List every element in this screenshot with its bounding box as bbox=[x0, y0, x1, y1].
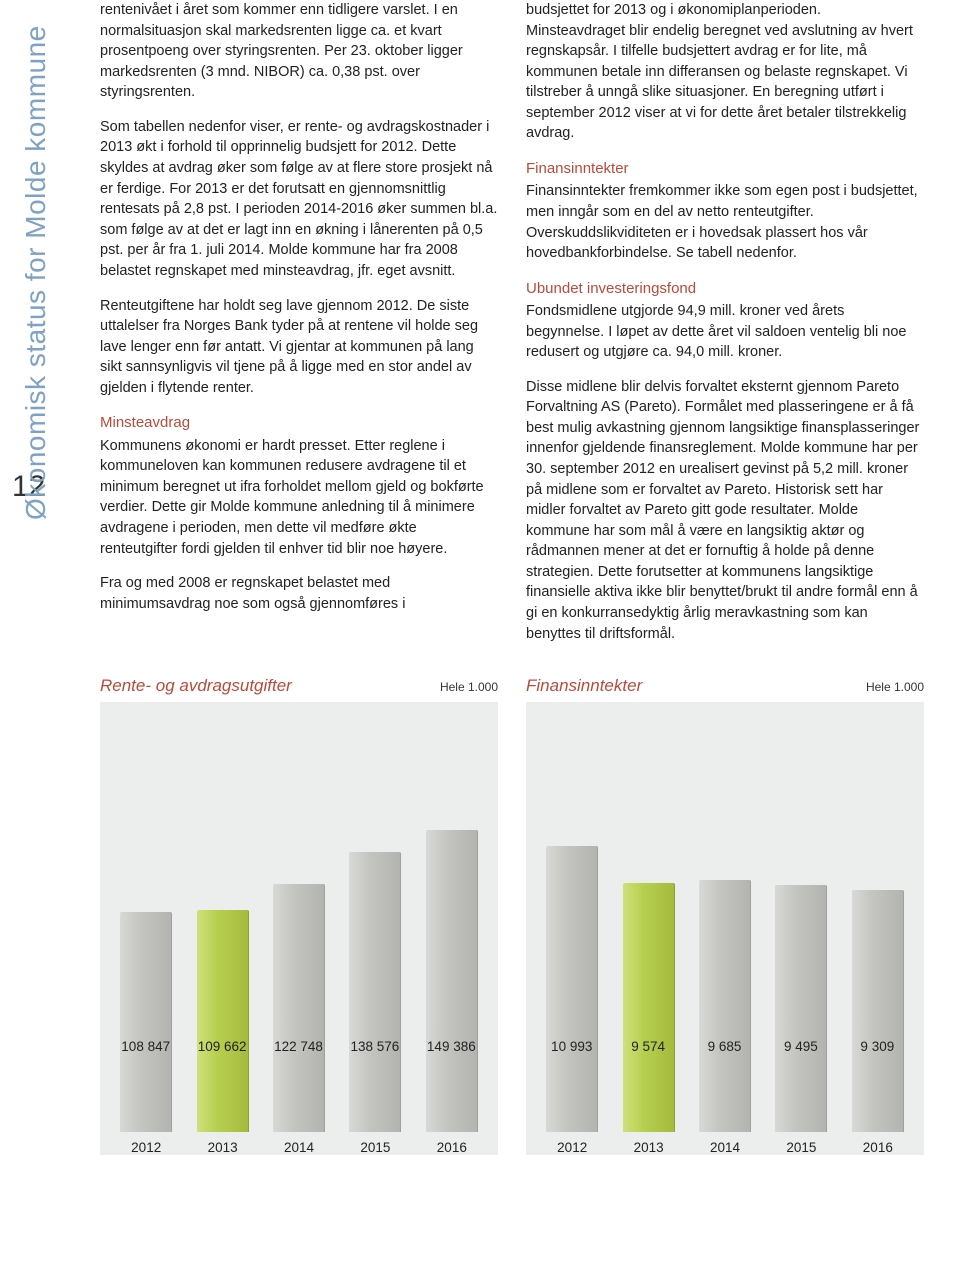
x-label: 2012 bbox=[534, 1140, 610, 1155]
bar: 9 685 bbox=[699, 880, 751, 1132]
x-label: 2013 bbox=[610, 1140, 686, 1155]
bar: 138 576 bbox=[349, 852, 401, 1132]
bar-value: 149 386 bbox=[427, 1039, 476, 1054]
x-label: 2015 bbox=[763, 1140, 839, 1155]
bar-wrap: 9 309 bbox=[840, 702, 916, 1132]
paragraph: Kommunens økonomi er hardt presset. Ette… bbox=[100, 436, 498, 559]
paragraph: Som tabellen nedenfor viser, er rente- o… bbox=[100, 117, 498, 282]
bar-value: 109 662 bbox=[198, 1039, 247, 1054]
bar-wrap: 9 574 bbox=[610, 702, 686, 1132]
bar: 10 993 bbox=[546, 846, 598, 1132]
x-label: 2013 bbox=[184, 1140, 260, 1155]
bar-wrap: 109 662 bbox=[184, 702, 260, 1132]
chart-x-axis: 20122013201420152016 bbox=[526, 1132, 924, 1155]
x-label: 2014 bbox=[687, 1140, 763, 1155]
bar-wrap: 10 993 bbox=[534, 702, 610, 1132]
x-label: 2015 bbox=[337, 1140, 413, 1155]
bar-wrap: 9 495 bbox=[763, 702, 839, 1132]
subheading-ubundet: Ubundet investeringsfond bbox=[526, 278, 924, 299]
subheading-finansinntekter: Finansinntekter bbox=[526, 158, 924, 179]
bar-value: 9 574 bbox=[631, 1039, 665, 1054]
bar-wrap: 108 847 bbox=[108, 702, 184, 1132]
paragraph: Fondsmidlene utgjorde 94,9 mill. kroner … bbox=[526, 301, 924, 363]
right-column: budsjettet for 2013 og i økonomiplanperi… bbox=[526, 0, 924, 658]
bar-wrap: 9 685 bbox=[687, 702, 763, 1132]
chart-rente-avdrag: Rente- og avdragsutgifter Hele 1.000 108… bbox=[100, 676, 498, 1155]
bar-value: 9 685 bbox=[708, 1039, 742, 1054]
bar-value: 10 993 bbox=[551, 1039, 592, 1054]
bar: 9 495 bbox=[775, 885, 827, 1132]
x-label: 2012 bbox=[108, 1140, 184, 1155]
bar-value: 108 847 bbox=[121, 1039, 170, 1054]
bar: 122 748 bbox=[273, 884, 325, 1132]
bar: 9 309 bbox=[852, 890, 904, 1132]
left-column: rentenivået i året som kommer enn tidlig… bbox=[100, 0, 498, 658]
bar-wrap: 149 386 bbox=[414, 702, 490, 1132]
bar: 109 662 bbox=[197, 910, 249, 1132]
x-label: 2016 bbox=[840, 1140, 916, 1155]
bar-value: 9 495 bbox=[784, 1039, 818, 1054]
x-label: 2016 bbox=[414, 1140, 490, 1155]
chart-unit: Hele 1.000 bbox=[866, 680, 924, 694]
paragraph: Disse midlene blir delvis forvaltet ekst… bbox=[526, 377, 924, 645]
subheading-minsteavdrag: Minsteavdrag bbox=[100, 412, 498, 433]
paragraph: budsjettet for 2013 og i økonomiplanperi… bbox=[526, 0, 924, 144]
x-label: 2014 bbox=[261, 1140, 337, 1155]
charts-row: Rente- og avdragsutgifter Hele 1.000 108… bbox=[100, 676, 924, 1155]
paragraph: rentenivået i året som kommer enn tidlig… bbox=[100, 0, 498, 103]
chart-unit: Hele 1.000 bbox=[440, 680, 498, 694]
bar: 149 386 bbox=[426, 830, 478, 1132]
bar-value: 122 748 bbox=[274, 1039, 323, 1054]
bar-wrap: 122 748 bbox=[261, 702, 337, 1132]
bar-wrap: 138 576 bbox=[337, 702, 413, 1132]
chart-x-axis: 20122013201420152016 bbox=[100, 1132, 498, 1155]
text-columns: rentenivået i året som kommer enn tidlig… bbox=[100, 0, 924, 658]
paragraph: Finansinntekter fremkommer ikke som egen… bbox=[526, 181, 924, 263]
chart-area: 108 847 109 662 122 748 138 576 149 386 bbox=[100, 702, 498, 1132]
bar-value: 138 576 bbox=[351, 1039, 400, 1054]
paragraph: Renteutgiftene har holdt seg lave gjenno… bbox=[100, 296, 498, 399]
bar: 108 847 bbox=[120, 912, 172, 1132]
chart-finansinntekter: Finansinntekter Hele 1.000 10 993 9 574 9 … bbox=[526, 676, 924, 1155]
chart-title: Rente- og avdragsutgifter bbox=[100, 676, 292, 696]
side-section-label: Økonomisk status for Molde kommune bbox=[20, 25, 52, 520]
bar: 9 574 bbox=[623, 883, 675, 1132]
bar-value: 9 309 bbox=[860, 1039, 894, 1054]
paragraph: Fra og med 2008 er regnskapet belastet m… bbox=[100, 573, 498, 614]
chart-title: Finansinntekter bbox=[526, 676, 642, 696]
chart-area: 10 993 9 574 9 685 9 495 9 309 bbox=[526, 702, 924, 1132]
